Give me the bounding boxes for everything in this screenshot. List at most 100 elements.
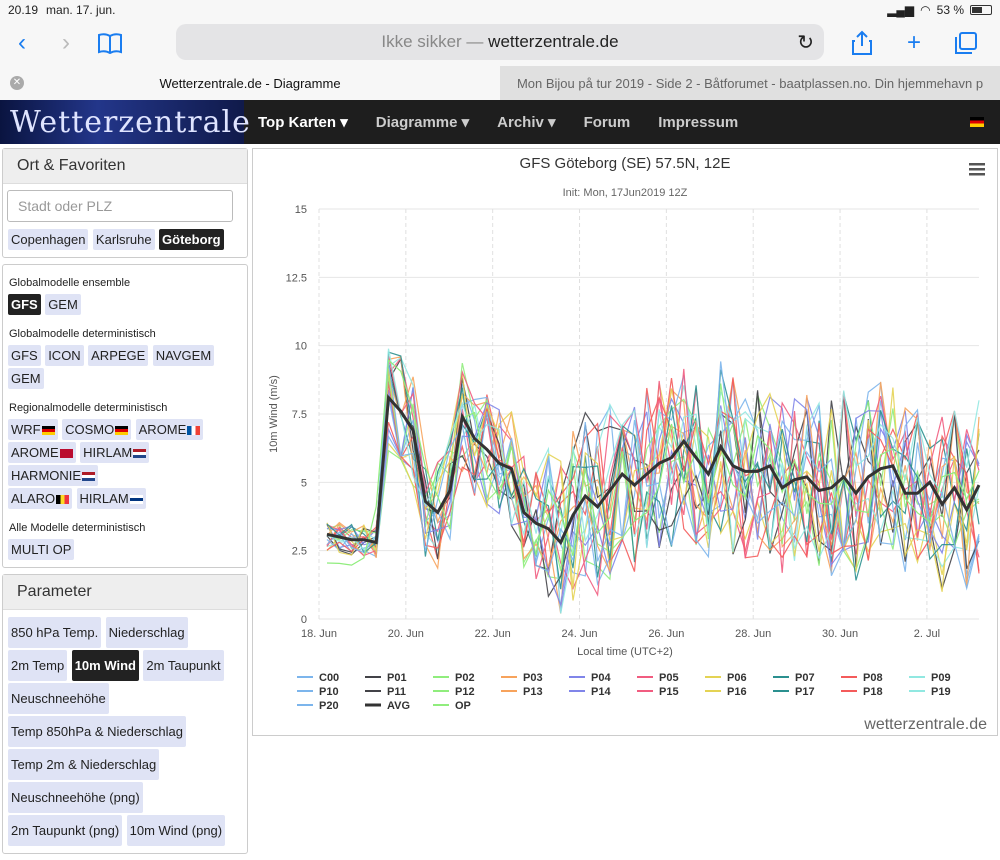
panel-title: Ort & Favoriten <box>3 149 247 184</box>
param-temp2m-ns[interactable]: Temp 2m & Niederschlag <box>8 749 160 780</box>
chart-subtitle: Init: Mon, 17Jun2019 12Z <box>563 187 688 199</box>
legend-item[interactable]: P07 <box>795 672 815 684</box>
french-flag-icon <box>187 426 201 436</box>
model-navgem[interactable]: NAVGEM <box>152 345 215 366</box>
legend-item[interactable]: P06 <box>727 672 747 684</box>
model-arome-fr[interactable]: AROME <box>135 419 204 440</box>
legend-item[interactable]: P16 <box>727 686 747 698</box>
model-hirlam-nl[interactable]: HIRLAM <box>80 442 150 463</box>
model-harmonie[interactable]: HARMONIE <box>8 465 99 486</box>
model-cosmo[interactable]: COSMO <box>62 419 132 440</box>
back-button[interactable]: ‹ <box>18 29 26 56</box>
forward-button[interactable]: › <box>62 29 70 56</box>
model-arpege[interactable]: ARPEGE <box>88 345 149 366</box>
model-gfs[interactable]: GFS <box>8 345 41 366</box>
param-neuschnee[interactable]: Neuschneehöhe <box>8 683 109 714</box>
legend-item[interactable]: P19 <box>931 686 951 698</box>
german-flag-icon[interactable] <box>970 117 984 127</box>
menu-icon[interactable] <box>969 168 985 171</box>
legend-item[interactable]: C00 <box>319 672 339 684</box>
param-850-temp[interactable]: 850 hPa Temp. <box>8 617 102 648</box>
model-gfs-ens[interactable]: GFS <box>8 294 41 315</box>
nav-diagramme[interactable]: Diagramme ▾ <box>375 114 470 131</box>
tabs-overview-icon[interactable] <box>944 23 988 63</box>
tab-baatplassen[interactable]: Mon Bijou på tur 2019 - Side 2 - Båtforu… <box>500 66 1000 100</box>
legend-item[interactable]: P10 <box>319 686 339 698</box>
x-tick-label: 20. Jun <box>388 628 424 640</box>
wind-chart: GFS Göteborg (SE) 57.5N, 12E Init: Mon, 1… <box>268 155 987 733</box>
y-tick-label: 0 <box>301 614 307 626</box>
y-tick-label: 12.5 <box>286 272 307 284</box>
param-2m-temp[interactable]: 2m Temp <box>8 650 68 681</box>
favorite-karlsruhe[interactable]: Karlsruhe <box>92 229 155 250</box>
model-arome-no[interactable]: AROME <box>8 442 76 463</box>
url-bar[interactable]: Ikke sikker — wetterzentrale.de ↻ <box>176 24 824 60</box>
favorite-copenhagen[interactable]: Copenhagen <box>8 229 89 250</box>
x-axis-label: Local time (UTC+2) <box>577 646 673 658</box>
search-input[interactable]: Stadt oder PLZ <box>7 190 233 222</box>
x-tick-label: 2. Jul <box>914 628 940 640</box>
legend-item[interactable]: P18 <box>863 686 883 698</box>
group-title: Regionalmodelle deterministisch <box>9 402 168 414</box>
menu-icon[interactable] <box>969 163 985 166</box>
y-tick-label: 5 <box>301 477 307 489</box>
share-icon[interactable] <box>840 23 884 63</box>
param-taupunkt-png[interactable]: 2m Taupunkt (png) <box>8 815 123 846</box>
legend-item[interactable]: P01 <box>387 672 407 684</box>
german-flag-icon <box>115 426 129 436</box>
y-tick-label: 7.5 <box>292 409 307 421</box>
legend-item[interactable]: P02 <box>455 672 475 684</box>
menu-icon[interactable] <box>969 173 985 176</box>
nav-forum[interactable]: Forum <box>583 113 631 131</box>
legend-item[interactable]: OP <box>455 700 471 712</box>
model-wrf[interactable]: WRF <box>8 419 58 440</box>
chart-title: GFS Göteborg (SE) 57.5N, 12E <box>520 155 731 172</box>
param-wind-png[interactable]: 10m Wind (png) <box>126 815 226 846</box>
new-tab-icon[interactable]: + <box>906 29 921 56</box>
legend-item[interactable]: P03 <box>523 672 543 684</box>
nav-impressum[interactable]: Impressum <box>658 113 739 131</box>
group-title: Globalmodelle deterministisch <box>9 328 156 340</box>
legend-item[interactable]: P05 <box>659 672 679 684</box>
tab-wetterzentrale[interactable]: ✕ Wetterzentrale.de - Diagramme <box>0 66 500 100</box>
model-multi-op[interactable]: MULTI OP <box>8 539 75 560</box>
legend-item[interactable]: P13 <box>523 686 543 698</box>
belgian-flag-icon <box>56 495 70 505</box>
param-niederschlag[interactable]: Niederschlag <box>105 617 188 648</box>
param-10m-wind[interactable]: 10m Wind <box>71 650 139 681</box>
model-gem-ens[interactable]: GEM <box>45 294 81 315</box>
tab-label: Wetterzentrale.de - Diagramme <box>159 75 341 91</box>
param-2m-taupunkt[interactable]: 2m Taupunkt <box>143 650 224 681</box>
x-tick-label: 28. Jun <box>735 628 771 640</box>
model-hirlam-fi[interactable]: HIRLAM <box>76 488 146 509</box>
tab-label: Mon Bijou på tur 2019 - Side 2 - Båtforu… <box>516 75 984 91</box>
favorite-goteborg[interactable]: Göteborg <box>159 229 224 250</box>
series-line-op <box>326 358 980 566</box>
site-nav: Wetterzentrale Top Karten ▾ Diagramme ▾ … <box>0 100 1000 144</box>
group-title: Globalmodelle ensemble <box>9 277 131 289</box>
legend-item[interactable]: P09 <box>931 672 951 684</box>
legend-item[interactable]: P14 <box>591 686 611 698</box>
legend-item[interactable]: P04 <box>591 672 611 684</box>
legend-item[interactable]: P20 <box>319 700 339 712</box>
nav-archiv[interactable]: Archiv ▾ <box>497 114 556 131</box>
param-neuschnee-png[interactable]: Neuschneehöhe (png) <box>8 782 143 813</box>
legend-item[interactable]: P12 <box>455 686 475 698</box>
nav-top-karten[interactable]: Top Karten ▾ <box>258 114 348 131</box>
site-logo[interactable]: Wetterzentrale <box>0 100 250 144</box>
close-icon[interactable]: ✕ <box>10 76 24 90</box>
reload-icon[interactable]: ↻ <box>797 32 814 54</box>
legend-item[interactable]: P11 <box>387 686 406 698</box>
credit-text: wetterzentrale.de <box>863 716 987 733</box>
model-alaro[interactable]: ALARO <box>8 488 73 509</box>
legend-item[interactable]: AVG <box>387 700 410 712</box>
x-tick-label: 26. Jun <box>648 628 684 640</box>
model-icon[interactable]: ICON <box>45 345 84 366</box>
model-gem[interactable]: GEM <box>8 368 44 389</box>
legend-item[interactable]: P08 <box>863 672 883 684</box>
dutch-flag-icon <box>82 472 96 482</box>
bookmarks-icon[interactable] <box>88 23 132 63</box>
param-temp850-ns[interactable]: Temp 850hPa & Niederschlag <box>8 716 186 747</box>
legend-item[interactable]: P15 <box>659 686 679 698</box>
legend-item[interactable]: P17 <box>795 686 815 698</box>
